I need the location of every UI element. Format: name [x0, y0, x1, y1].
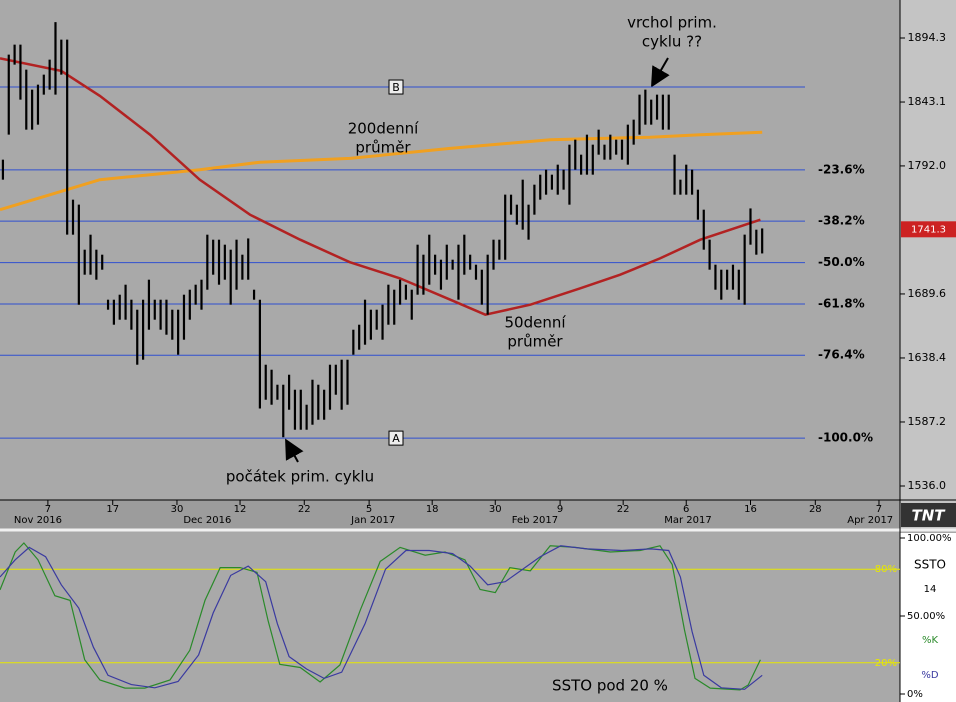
last-price-box	[901, 221, 956, 238]
y-tick-label: 50.00%	[907, 611, 945, 622]
month-label: Nov 2016	[14, 515, 62, 526]
y-tick-label: 1638.4	[908, 351, 947, 364]
price-axis-strip	[900, 0, 956, 530]
level-label: 20%	[875, 658, 897, 669]
annotation: průměr	[355, 139, 411, 157]
series-line	[0, 130, 763, 212]
x-tick-label: 30	[489, 504, 502, 515]
y-tick-label: 1536.0	[908, 479, 947, 492]
y-tick-label: 1843.1	[908, 95, 947, 108]
series-line	[0, 57, 761, 317]
x-tick-label: 16	[744, 504, 757, 515]
y-tick-label: 100.00%	[907, 533, 952, 544]
annotation: vrchol prim.	[627, 14, 717, 32]
annotation: SSTO pod 20 %	[552, 677, 668, 695]
annotation: počátek prim. cyklu	[226, 468, 374, 486]
date-axis-strip	[0, 500, 900, 530]
level-name: B	[392, 81, 400, 94]
level-box	[388, 430, 404, 446]
x-tick-label: 7	[876, 504, 882, 515]
month-label: Feb 2017	[512, 515, 558, 526]
stoch-legend-strip	[900, 533, 956, 702]
level-label: -23.6%	[818, 162, 865, 176]
y-tick-label: 1792.0	[908, 159, 947, 172]
x-tick-label: 5	[366, 504, 372, 515]
y-tick-label: 0%	[907, 689, 923, 700]
plot: B -23.6% -38.2% -50.0% -61.8% -76.4% -100.0% A 1…	[0, 14, 956, 700]
price-panel	[0, 0, 900, 500]
legend-entry: %D	[921, 670, 939, 681]
level-box	[388, 79, 404, 95]
indicator-period: 14	[924, 584, 937, 595]
level-label: 80%	[875, 564, 897, 575]
level-label: -50.0%	[818, 255, 865, 269]
annotation: 50denní	[504, 314, 566, 332]
annotation: 200denní	[348, 120, 419, 138]
logo: TNT	[911, 507, 946, 525]
x-tick-label: 6	[683, 504, 689, 515]
y-tick-label: 1587.2	[908, 415, 947, 428]
month-label: Dec 2016	[183, 515, 231, 526]
arrow	[651, 57, 670, 88]
x-tick-label: 12	[234, 504, 247, 515]
x-tick-label: 22	[617, 504, 630, 515]
y-tick-label: 1689.6	[908, 287, 947, 300]
x-tick-label: 17	[106, 504, 119, 515]
indicator-name: SSTO	[914, 558, 946, 572]
level-label: -100.0%	[818, 431, 873, 445]
level-name: A	[392, 432, 400, 445]
legend-entry: %K	[922, 635, 939, 646]
month-label: Mar 2017	[664, 515, 712, 526]
series-line	[0, 545, 763, 690]
x-tick-label: 22	[298, 504, 311, 515]
annotation: průměr	[507, 333, 563, 351]
last-price-label: 1741.3	[911, 224, 946, 235]
stoch-panel	[0, 533, 900, 702]
series-line	[0, 542, 761, 691]
month-label: Jan 2017	[350, 515, 395, 526]
month-label: Apr 2017	[847, 515, 893, 526]
x-tick-label: 30	[171, 504, 184, 515]
x-tick-label: 7	[45, 504, 51, 515]
level-label: -61.8%	[818, 296, 865, 310]
x-tick-label: 28	[809, 504, 822, 515]
annotation: cyklu ??	[642, 33, 702, 51]
x-tick-label: 9	[557, 504, 563, 515]
y-tick-label: 1894.3	[908, 31, 947, 44]
logo-box	[901, 503, 956, 527]
level-label: -38.2%	[818, 214, 865, 228]
arrow	[285, 438, 304, 463]
level-label: -76.4%	[818, 348, 865, 362]
x-tick-label: 18	[426, 504, 439, 515]
